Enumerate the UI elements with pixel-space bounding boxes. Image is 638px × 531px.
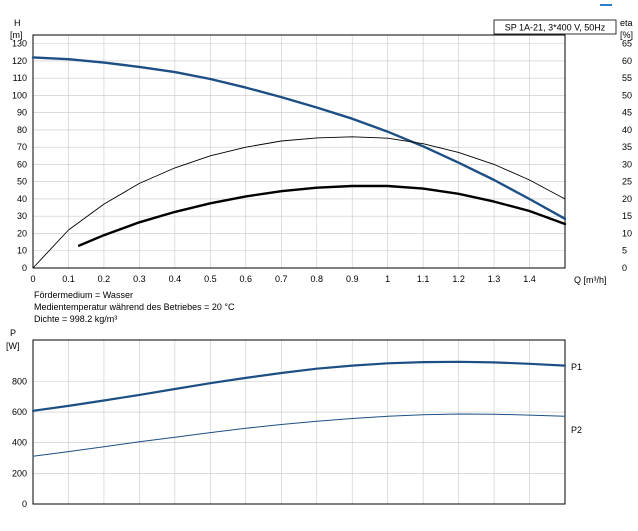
top-ytick-right-label: 5 (622, 246, 627, 256)
top-ytick-left-label: 90 (17, 108, 27, 118)
top-ytick-left-label: 40 (17, 194, 27, 204)
top-series-group (31, 56, 567, 269)
top-ytick-left-label: 110 (13, 73, 27, 83)
top-ytick-right-label: 55 (622, 73, 632, 83)
top-ytick-right-label: 20 (622, 194, 632, 204)
top-ytick-left-label: 70 (17, 142, 27, 152)
note-medium: Fördermedium = Wasser (34, 290, 133, 300)
top-ytick-left-label: 30 (17, 211, 27, 221)
top-chart-grid (32, 35, 566, 269)
top-xtick-label: 0.7 (275, 274, 288, 284)
bottom-ytick-label: 600 (12, 407, 27, 417)
top-xtick-label: 0 (30, 274, 35, 284)
top-ylabel-left-1: H (14, 18, 21, 28)
top-ytick-right-label: 0 (622, 263, 627, 273)
top-ytick-left-label: 80 (17, 125, 27, 135)
top-ytick-right-label: 25 (622, 177, 632, 187)
note-temperature: Medientemperatur während des Betriebes =… (34, 302, 235, 312)
corner-link[interactable] (600, 0, 612, 6)
bottom-ytick-label: 400 (12, 438, 27, 448)
efficiency-curve (32, 136, 566, 269)
top-ytick-right-label: 65 (622, 39, 632, 49)
bottom-ylabel-1: P (10, 328, 16, 338)
top-ytick-right-label: 60 (622, 56, 632, 66)
efficiency-curve-thick (77, 184, 567, 247)
power-curve-p2 (32, 413, 566, 457)
bottom-ytick-label: 200 (12, 468, 27, 478)
top-xtick-label: 0.4 (169, 274, 182, 284)
bottom-series-group (31, 360, 567, 457)
top-ytick-left-label: 20 (17, 228, 27, 238)
top-ytick-right-label: 50 (622, 90, 632, 100)
top-xtick-label: 0.3 (133, 274, 146, 284)
top-ytick-left-label: 120 (12, 56, 27, 66)
top-ytick-left-label: 50 (17, 177, 27, 187)
note-density: Dichte = 998.2 kg/m³ (34, 314, 117, 324)
series-label-p2: P2 (571, 425, 582, 435)
top-ytick-left-label: 130 (12, 39, 27, 49)
bottom-ytick-label: 800 (12, 376, 27, 386)
top-ylabel-right-1: eta (620, 18, 633, 28)
top-ytick-right-label: 30 (622, 159, 632, 169)
bottom-ytick-label: 0 (22, 499, 27, 509)
bottom-chart-grid (32, 340, 566, 505)
top-ytick-right-label: 15 (622, 211, 632, 221)
power-curve-p1 (31, 360, 567, 412)
top-xticks: 0 0.1 0.2 0.3 0.4 0.5 0.6 0.7 0.8 0.9 1 1.1 1.2 1.3 1.… (30, 274, 535, 284)
bottom-chart-frame (32, 339, 566, 505)
chart-title-box (493, 19, 617, 35)
top-xtick-label: 0.1 (62, 274, 75, 284)
top-xtick-label: 1.1 (417, 274, 430, 284)
bottom-ylabel-2: [W] (6, 341, 20, 351)
top-yticks-right: 0 5 10 15 20 25 30 35 40 45 50 55 60 65 (622, 39, 632, 273)
top-xtick-label: 0.6 (240, 274, 253, 284)
chart-title: SP 1A-21, 3*400 V, 50Hz (505, 23, 606, 33)
top-yticks-left: 0 10 20 30 40 50 60 70 80 90 100 110 120 130 (12, 39, 27, 273)
top-xtick-label: 1.4 (523, 274, 536, 284)
top-xtick-label: 0.2 (98, 274, 111, 284)
top-xtick-label: 1.3 (488, 274, 501, 284)
bottom-yticks: 0 200 400 600 800 (12, 376, 27, 509)
top-xtick-label: 0.8 (310, 274, 323, 284)
top-ytick-left-label: 100 (12, 90, 27, 100)
top-ytick-left-label: 10 (17, 246, 27, 256)
top-xtick-label: 0.9 (346, 274, 359, 284)
top-xlabel: Q [m³/h] (574, 275, 607, 285)
top-chart-frame (32, 34, 566, 269)
top-ytick-right-label: 10 (622, 228, 632, 238)
top-xtick-label: 1.2 (452, 274, 465, 284)
top-ytick-right-label: 45 (622, 108, 632, 118)
top-ylabel-right-2: [%] (620, 30, 633, 40)
top-xtick-label: 1 (385, 274, 390, 284)
top-ytick-left-label: 0 (22, 263, 27, 273)
top-ytick-right-label: 35 (622, 142, 632, 152)
top-ylabel-left-2: [m] (10, 30, 23, 40)
top-ytick-left-label: 60 (17, 159, 27, 169)
top-xtick-label: 0.5 (204, 274, 217, 284)
head-curve (31, 56, 567, 221)
top-ytick-right-label: 40 (622, 125, 632, 135)
series-label-p1: P1 (571, 362, 582, 372)
